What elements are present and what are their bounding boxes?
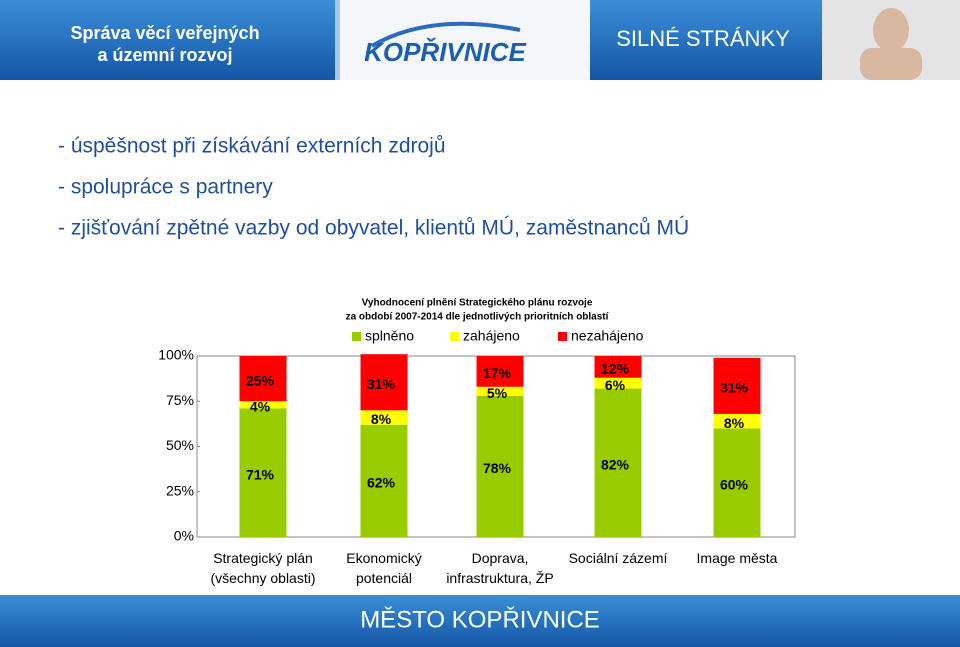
bar-segment (713, 413, 761, 429)
bar-segment (594, 388, 642, 537)
bar-segment (239, 356, 287, 402)
header-sep (335, 0, 340, 80)
logo-swoosh (370, 21, 521, 48)
value-label: 5% (487, 385, 508, 401)
header-left (0, 0, 335, 80)
value-label: 60% (720, 476, 749, 492)
bar-segment (239, 401, 287, 409)
bar-segment (476, 356, 524, 387)
value-label: 8% (724, 415, 745, 431)
topic: SILNÉ STRÁNKY (616, 26, 790, 51)
value-label: 25% (246, 372, 275, 388)
bar-segment (594, 356, 642, 378)
x-tick-label: Doprava, infrastruktura, ŽP (446, 550, 554, 586)
bar-segment (360, 410, 408, 425)
bar-segment (713, 428, 761, 537)
value-label: 62% (367, 475, 396, 491)
bar-segment (360, 354, 408, 411)
value-label: 71% (246, 466, 275, 482)
legend-label: zahájeno (463, 328, 520, 344)
legend-swatch (558, 332, 567, 341)
section-title: Správa věcí veřejných a územní rozvoj (70, 23, 260, 65)
y-tick-label: 75% (166, 392, 194, 408)
bar-segment (239, 408, 287, 537)
photo-figure (860, 48, 922, 80)
photo-figure (873, 8, 909, 52)
legend-label: nezahájeno (571, 328, 644, 344)
chart-subtitle: za období 2007-2014 dle jednotlivých pri… (346, 312, 610, 323)
value-label: 78% (483, 460, 512, 476)
legend-swatch (450, 332, 459, 341)
x-tick-label: Ekonomický potenciál (346, 550, 422, 586)
value-label: 4% (250, 399, 271, 415)
x-tick-label: Strategický plán (všechny oblasti) (210, 550, 316, 586)
bar-segment (594, 377, 642, 389)
value-label: 31% (720, 380, 749, 396)
value-label: 82% (601, 456, 630, 472)
value-label: 17% (483, 365, 512, 381)
bar-segment (476, 386, 524, 396)
footer: MĚSTO KOPŘIVNICE (360, 606, 600, 633)
y-tick-label: 100% (158, 347, 194, 363)
value-label: 6% (605, 377, 626, 393)
value-label: 31% (367, 376, 396, 392)
value-label: 12% (601, 361, 630, 377)
bar-segment (476, 395, 524, 537)
legend-swatch (352, 332, 361, 341)
x-tick-label: Image města (696, 550, 778, 566)
footer-bg (0, 595, 960, 647)
bar-segment (360, 424, 408, 537)
bar-segment (713, 357, 761, 414)
bullet: - úspěšnost při získávání externích zdro… (58, 135, 446, 158)
y-tick-label: 25% (166, 482, 194, 498)
bullet: - spolupráce s partnery (58, 176, 273, 199)
header-right (590, 0, 822, 80)
y-tick-label: 0% (174, 528, 194, 544)
legend-label: splněno (365, 328, 414, 344)
x-tick-label: Sociální zázemí (568, 550, 668, 566)
bullet: - zjišťování zpětné vazby od obyvatel, k… (58, 217, 689, 240)
y-tick-label: 50% (166, 437, 194, 453)
logo: KOPŘIVNICE (364, 37, 526, 67)
value-label: 8% (371, 411, 392, 427)
chart-title: Vyhodnocení plnění Strategického plánu r… (362, 298, 593, 309)
